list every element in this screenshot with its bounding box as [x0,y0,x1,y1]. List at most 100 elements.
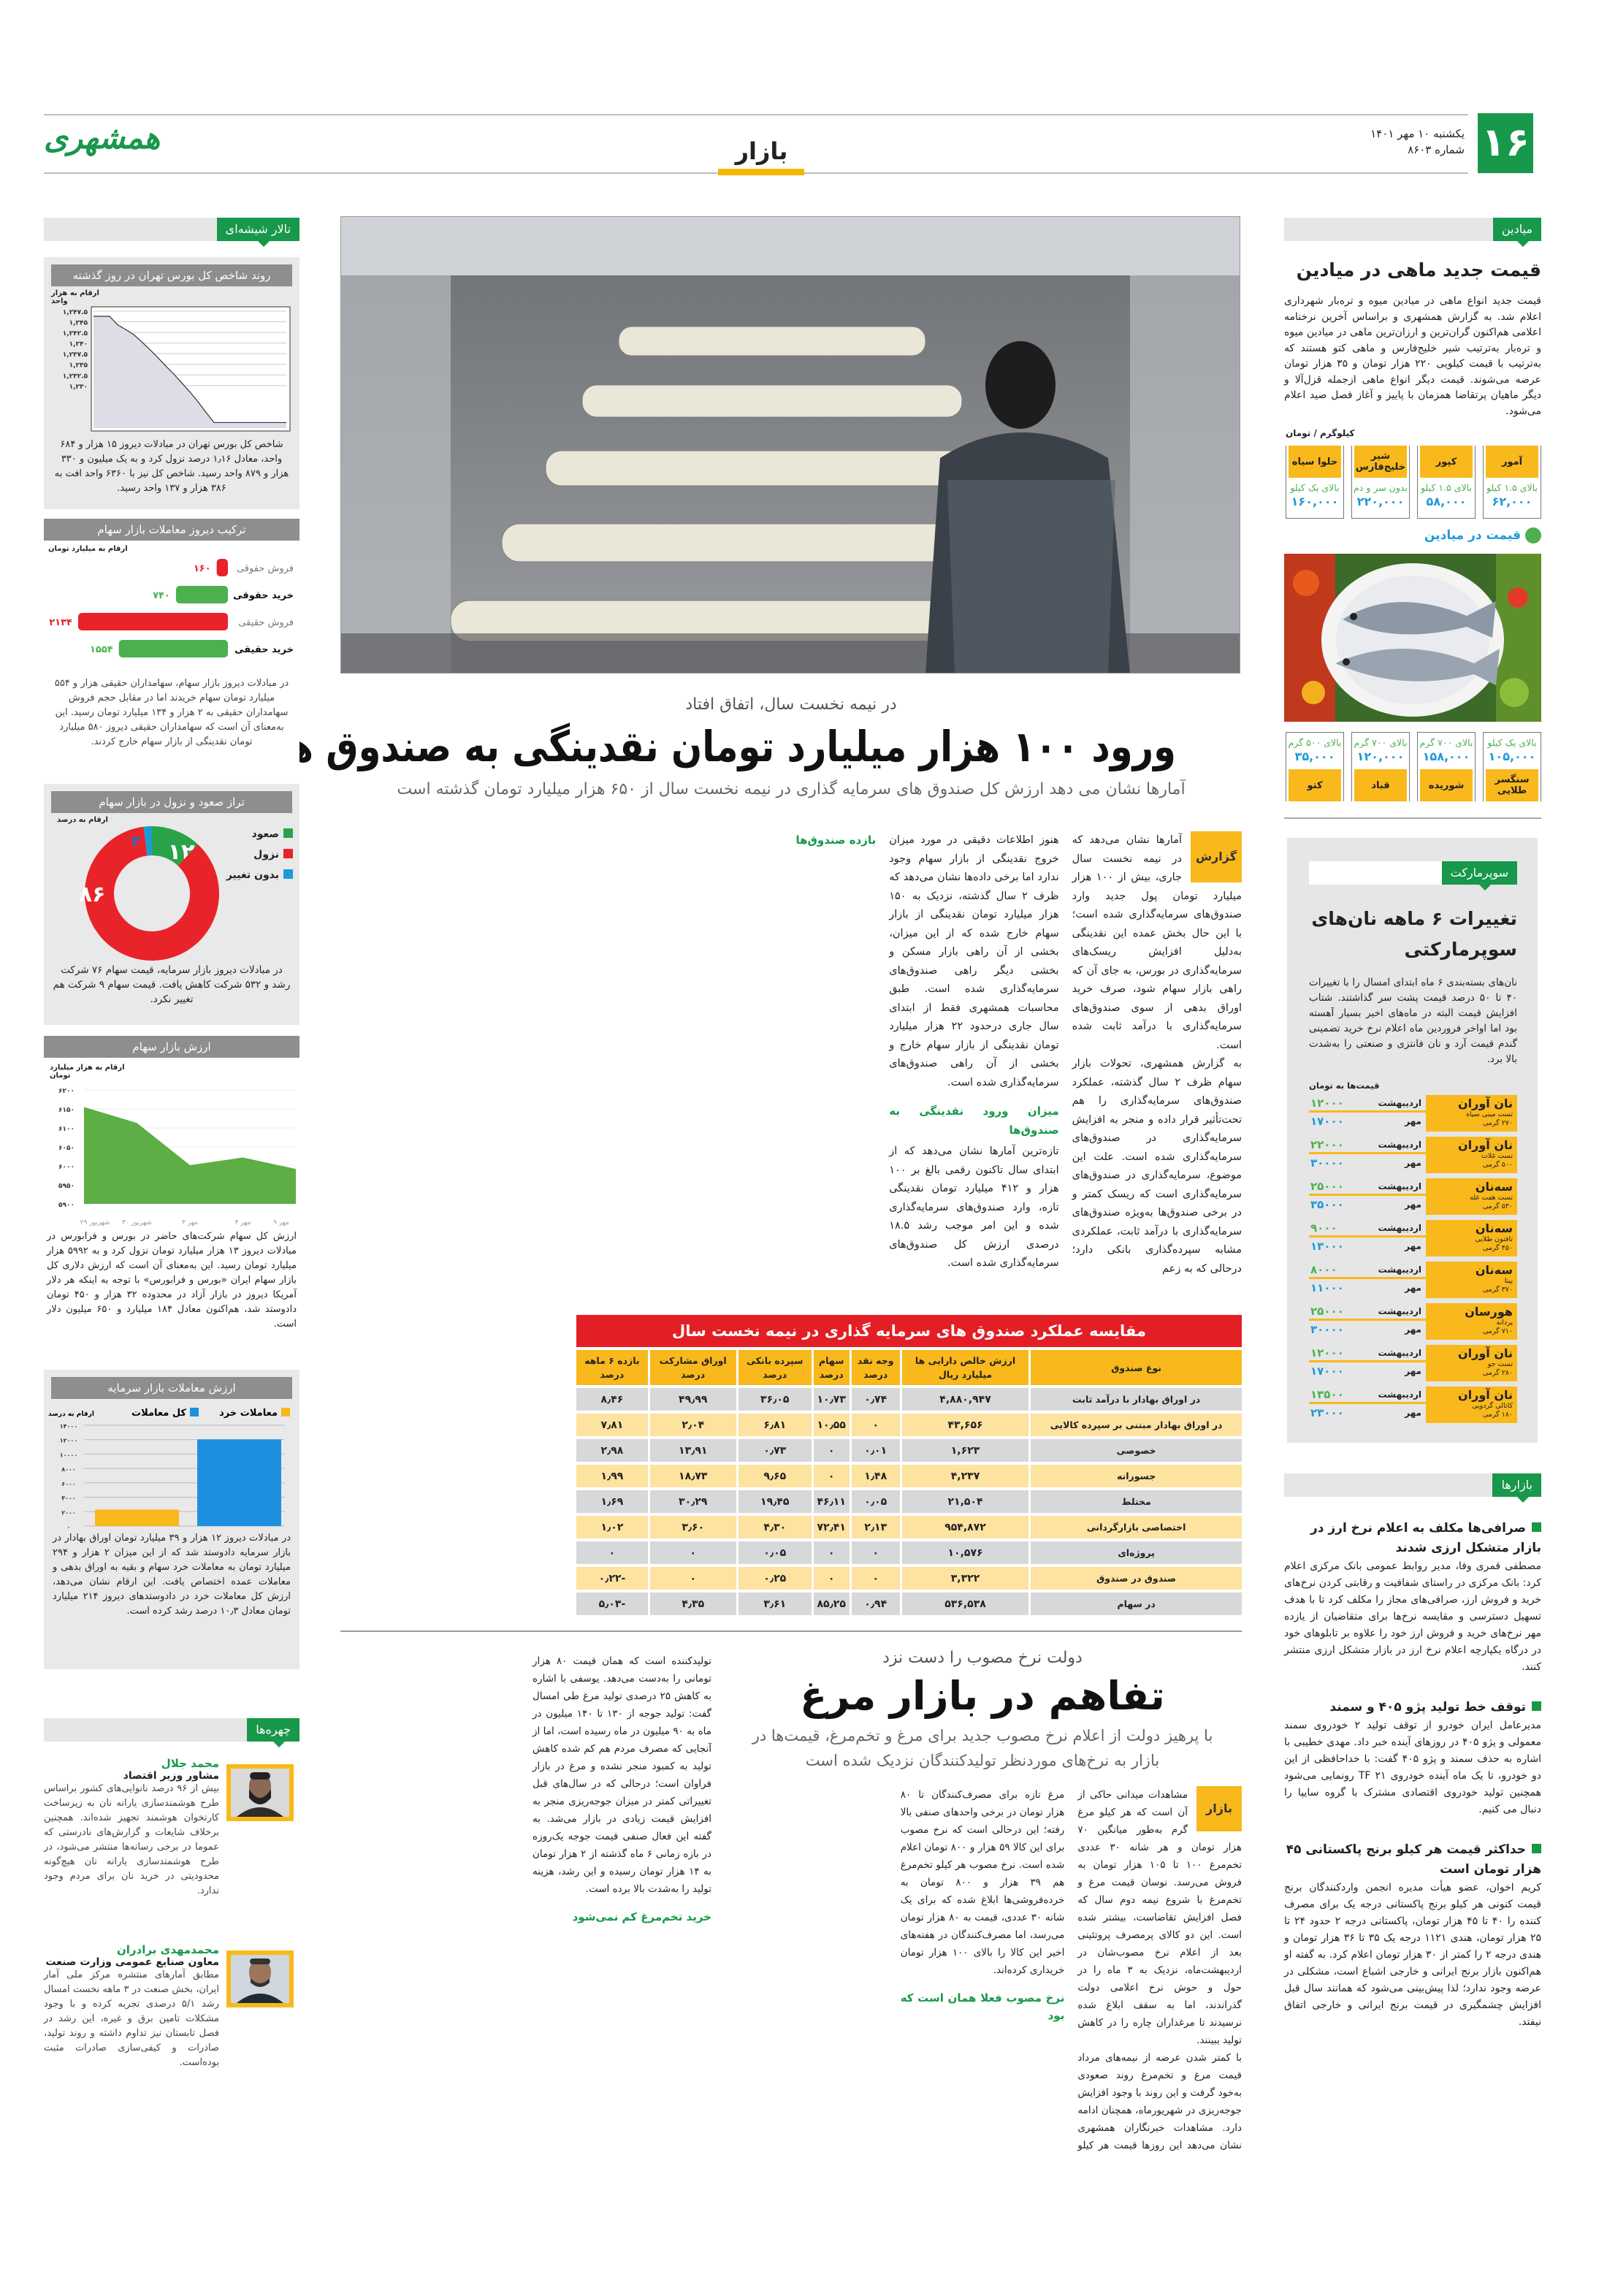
bread-price-row: نان آوران تست مینی سیاه ۲۷۰ گرمی اردیبهشت ۱۲… [1309,1095,1517,1132]
chart-title: ترکیب دیروز معاملات بازار سهام [44,519,299,541]
y-tick-label: ۶۰۰۰ [58,1164,75,1171]
fish-price: ۱۰۵,۰۰۰ [1488,750,1536,763]
bread-label: سه‌نان تست هفت غله ۵۳۰ گرمی [1426,1178,1517,1215]
subhead: نرخ مصوب فعلا همان است که بود [900,1991,1065,2022]
legend-label: صعود [252,828,279,840]
meydan-section-bar: میادین [1284,218,1541,247]
table-cell: ۴,۲۳۷ [899,1465,1029,1487]
fish-price: ۱۶۰,۰۰۰ [1291,495,1339,508]
bread-weight: ۵۰۰ گرمی [1482,1161,1513,1169]
legend-swatch [283,849,293,858]
column-name: سهام [819,1355,844,1366]
table-row: در اوراق بهادار مبتنی بر سپرده کالایی ۴۳,… [574,1414,1242,1436]
new-price: ۳۰۰۰۰ [1310,1156,1344,1170]
index-line [93,316,286,424]
table-cell: ۱۸٫۷۳ [647,1465,736,1487]
fish-name: شیر خلیج‌فارس [1354,446,1407,478]
index-area [93,316,286,428]
main-deck: آمارها نشان می دهد ارزش کل صندوق های سرم… [397,780,1186,798]
new-price: ۱۷۰۰۰ [1310,1115,1344,1128]
poultry-left-body: تولیدکننده است که همان قیمت ۸۰ هزار توما… [340,1652,711,2164]
funds-table: مقایسه عملکرد صندوق های سرمایه گذاری در … [574,1312,1242,1618]
x-tick-label: ۳۰ شهریور [122,1219,152,1227]
chart-caption: ارزش کل سهام شرکت‌های حاضر در بورس و فرا… [47,1231,297,1330]
new-price: ۱۱۰۰۰ [1310,1281,1344,1294]
news-body: کریم اخوان، عضو هیأت مدیره انجمن واردکنن… [1284,1882,1542,2028]
bread-label: نان آوران تست جو ۲۸۰ گرمی [1426,1345,1517,1381]
table-cell: ۰ [647,1567,736,1590]
month-label: اردیبهشت [1378,1389,1421,1400]
column-header: سهام درصد [811,1350,850,1385]
table-row: صندوق در صندوق ۳,۳۲۲ ۰ ۰ ۰٫۲۵ ۰ -۰٫۲۲ [574,1567,1242,1590]
bar-value-label: ۲۱۳۴ [49,617,72,628]
fund-type: پروژه‌ای [1028,1541,1242,1564]
table-cell: ۵۳۶,۵۳۸ [899,1593,1029,1615]
legend-text: قیمت در میادین [1424,528,1521,543]
table-cell: ۱۰,۵۷۶ [899,1541,1029,1564]
markets-label: بازارها [1492,1473,1541,1503]
table-cell: ۸٫۴۶ [574,1388,648,1411]
fish-name: شوریده [1420,769,1473,801]
category-label: خرید حقوقی [233,590,294,601]
faces-section-bar: چهره‌ها [44,1718,299,1747]
table-cell: ۳٫۶۱ [736,1593,812,1615]
y-tick-label: ۱,۲۳۲.۵ [63,373,88,380]
bread-prices: اردیبهشت ۱۲۰۰۰ مهر ۱۷۰۰۰ [1309,1345,1426,1381]
table-cell: ۰٫۰۵ [849,1490,900,1513]
market-news-item: توقف خط تولید پژو ۴۰۵ و سمند مدیرعامل ایر… [1284,1698,1541,1818]
column-header: نوع صندوق [1028,1350,1242,1385]
poultry-deck: با پرهیز دولت از اعلام نرخ مصوب جدید برا… [752,1727,1213,1769]
legend-swatch [283,869,293,879]
table-cell: ۰٫۰۱ [849,1439,900,1462]
table-cell: ۴٫۳۰ [736,1516,812,1538]
poultry-headline: تفاهم در بازار مرغ [800,1673,1167,1719]
bread-label: هورسان پردانه ۷۱۰ گرمی [1426,1303,1517,1340]
table-cell: ۱٫۰۲ [574,1516,648,1538]
month-label: مهر [1405,1241,1421,1251]
column-unit: درصد [763,1369,787,1380]
report-tag: گزارش [1191,831,1242,882]
paragraph: با کمتر شدن عرضه از نیمه‌های مرداد قیمت … [900,1789,1242,2151]
fish-price-card: بالای ۷۰۰ گرم ۱۲۰,۰۰۰ قباد [1351,732,1410,801]
paragraph: هنوز اطلاعات دقیقی در مورد میزان خروج نق… [889,834,1059,1088]
bar-value-label: ۱۵۵۴ [90,644,113,655]
old-price: ۹۰۰۰ [1310,1221,1337,1235]
month-label: مهر [1405,1324,1421,1335]
bar [175,586,228,603]
table-cell: ۰ [811,1541,850,1564]
table-cell: ۰ [811,1439,850,1462]
markets-section-bar: بازارها [1284,1473,1541,1503]
y-tick-label: ۱,۲۳۵ [69,362,88,370]
table-cell: ۱٫۹۹ [574,1465,648,1487]
fish-price: ۱۲۰,۰۰۰ [1356,750,1405,763]
turnover-chart-box: ارزش معاملات بازار سرمایه ۱۴۰۰۰ ۱۲۰۰۰ ۱۰۰۰… [44,1370,299,1669]
new-price-row: مهر ۱۷۰۰۰ [1309,1113,1426,1130]
mcap-chart-box: ارزش بازار سهام ارقام به هزار میلیارد تو… [44,1036,299,1357]
bread-price-row: سه‌نان پیتا ۳۷۰ گرمی اردیبهشت ۸۰۰۰ مهر ۱۱۰۰۰ [1309,1262,1517,1298]
table-cell: ۰ [811,1465,850,1487]
person-name: محمدمهدی برادران [116,1943,219,1956]
new-price-row: مهر ۲۳۰۰۰ [1309,1404,1426,1422]
person-role: معاون صنایع عمومی وزارت صنعت [45,1956,219,1968]
poultry-main-body: بازار مشاهدات میدانی حاکی از آن است که ه… [723,1786,1242,2166]
table-cell: ۱۹٫۴۵ [736,1490,812,1513]
fund-type: جسورانه [1028,1465,1242,1487]
y-tick-label: ۵۹۵۰ [58,1183,75,1190]
bread-brand: نان آوران [1457,1138,1513,1152]
divider [1284,817,1541,819]
portrait-photo [226,1950,294,2007]
slice-label: ۸۶ [79,882,106,907]
meydan-label: میادین [1492,218,1541,247]
table-title: مقایسه عملکرد صندوق های سرمایه گذاری در … [574,1315,1242,1347]
bullet-square-icon [1532,1522,1541,1532]
issue-date: یکشنبه ۱۰ مهر ۱۴۰۱ [1370,127,1465,140]
table-row: خصوصی ۱,۶۲۳ ۰٫۰۱ ۰ ۰٫۷۳ ۱۳٫۹۱ ۲٫۹۸ [574,1439,1242,1462]
table-cell: ۴,۸۸۰,۹۴۷ [899,1388,1029,1411]
table-cell: ۳۶٫۰۵ [736,1388,812,1411]
column-header: سپرده بانکی درصد [736,1350,812,1385]
fund-type: صندوق در صندوق [1028,1567,1242,1590]
table-header-row: نوع صندوق ارزش خالص دارایی ها میلیارد ریال… [574,1350,1242,1385]
y-tick-label: ۲۰۰۰ [61,1509,76,1516]
table-cell: ۰ [647,1541,736,1564]
